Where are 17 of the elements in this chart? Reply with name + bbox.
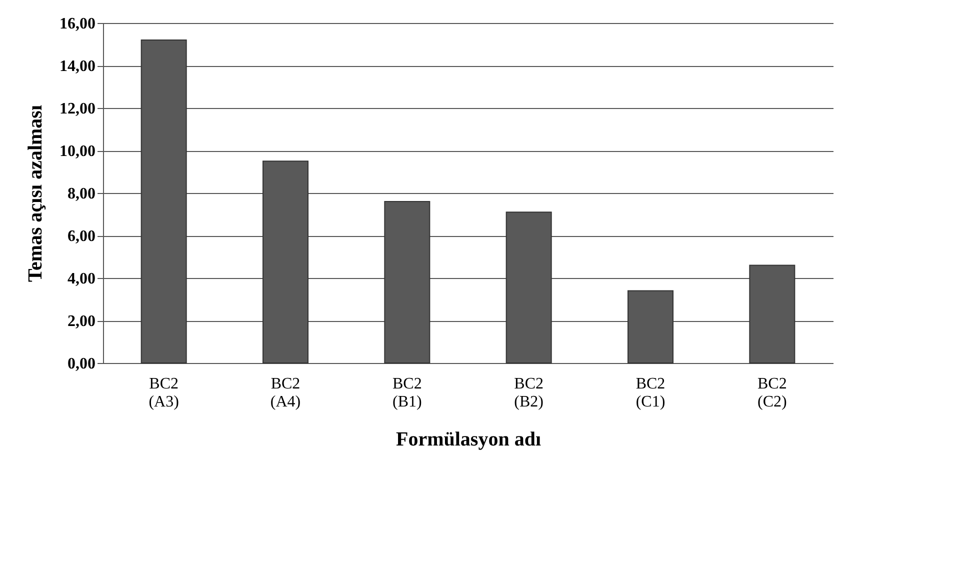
x-tick-label: BC2 (C2) (757, 376, 787, 410)
y-tick-label: 2,00 (68, 313, 96, 330)
y-axis-title: Temas açısı azalması (24, 104, 46, 282)
y-tick-label: 4,00 (68, 270, 96, 288)
y-tick-label: 16,00 (60, 16, 96, 32)
y-tick-label: 0,00 (68, 356, 96, 372)
y-tick-label: 12,00 (60, 100, 96, 118)
y-tick-label: 14,00 (60, 58, 96, 75)
y-tick-label: 10,00 (60, 143, 96, 160)
x-tick-label: BC2 (C1) (636, 376, 666, 410)
y-tick-label: 8,00 (68, 186, 96, 202)
x-tick-label: BC2 (B1) (392, 376, 422, 410)
x-tick-label: BC2 (A3) (148, 376, 179, 410)
y-tick-label: 6,00 (68, 228, 96, 245)
x-axis-title: Formülasyon adı (396, 428, 542, 450)
x-tick-label: BC2 (A4) (270, 376, 301, 410)
x-tick-label: BC2 (B2) (514, 376, 544, 410)
